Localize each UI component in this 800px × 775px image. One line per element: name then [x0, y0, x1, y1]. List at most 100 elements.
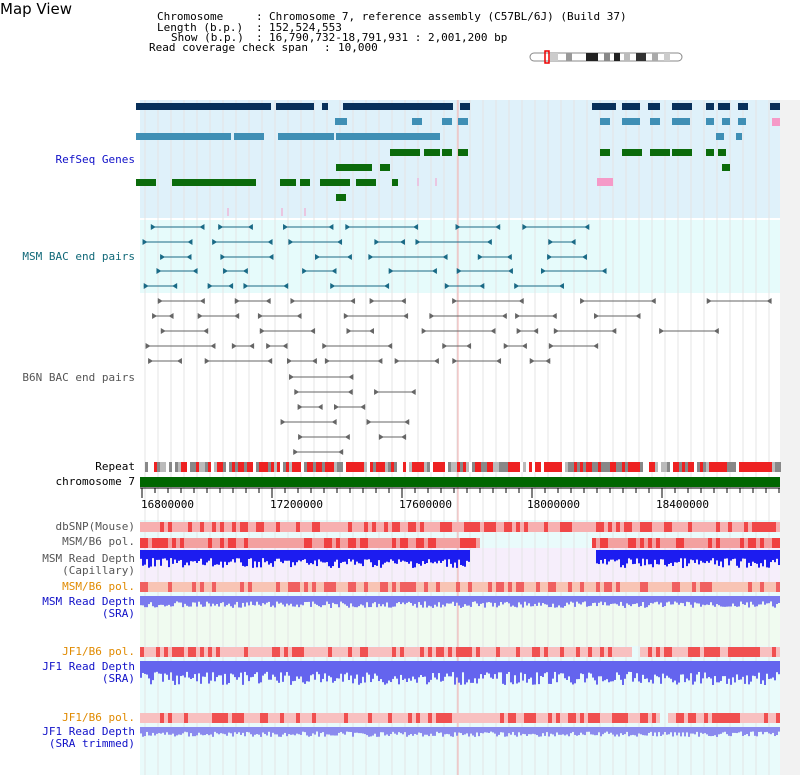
snp-cell: [336, 522, 340, 532]
snp-cell: [644, 582, 648, 592]
depth-bar: [540, 596, 542, 606]
depth-bar: [650, 727, 652, 732]
depth-bar: [686, 727, 688, 733]
snp-cell: [536, 647, 540, 657]
snp-cell: [300, 522, 304, 532]
depth-bar: [634, 596, 636, 604]
bac-end-marker: [431, 268, 437, 274]
snp-cell: [748, 713, 752, 723]
repeat-block: [478, 462, 481, 472]
snp-cell: [232, 522, 236, 532]
snp-cell: [536, 582, 540, 592]
snp-cell: [728, 713, 732, 723]
snp-cell: [248, 538, 252, 548]
track-label-jf1-depth-sra-sub: (SRA): [101, 672, 135, 685]
gene-block: [278, 133, 334, 140]
repeat-block: [706, 462, 709, 472]
snp-cell: [704, 538, 708, 548]
depth-bar: [642, 596, 644, 603]
repeat-block: [358, 462, 361, 472]
repeat-block: [184, 462, 187, 472]
snp-cell: [316, 538, 320, 548]
depth-bar: [716, 596, 718, 605]
snp-cell: [204, 647, 208, 657]
bac-end-marker: [401, 434, 407, 440]
depth-bar: [204, 596, 206, 607]
depth-bar: [480, 596, 482, 604]
depth-bar: [748, 596, 750, 608]
depth-bar: [294, 550, 296, 566]
snp-cell: [472, 713, 476, 723]
depth-bar: [472, 596, 474, 602]
depth-bar: [144, 661, 146, 674]
snp-cell: [528, 713, 532, 723]
depth-bar: [538, 596, 540, 603]
snp-cell: [768, 647, 772, 657]
depth-bar: [430, 596, 432, 607]
snp-cell: [708, 522, 712, 532]
depth-bar: [758, 596, 760, 605]
depth-bar: [776, 727, 778, 736]
repeat-block: [349, 462, 352, 472]
depth-bar: [230, 727, 232, 734]
snp-cell: [776, 522, 780, 532]
depth-bar: [292, 596, 294, 607]
snp-cell: [196, 713, 200, 723]
snp-cell: [404, 538, 408, 548]
depth-bar: [394, 727, 396, 734]
depth-bar: [384, 661, 386, 685]
depth-bar: [662, 596, 664, 608]
depth-bar: [672, 661, 674, 683]
depth-bar: [370, 596, 372, 608]
depth-bar: [326, 727, 328, 735]
repeat-block: [697, 462, 700, 472]
bac-end-marker: [157, 298, 163, 304]
repeat-block: [181, 462, 184, 472]
gene-block: [390, 149, 420, 156]
depth-bar: [566, 596, 568, 603]
gene-block: [718, 149, 726, 156]
depth-bar: [714, 550, 716, 565]
depth-bar: [778, 550, 780, 566]
chromosome-ideogram[interactable]: [529, 50, 683, 64]
depth-bar: [342, 661, 344, 682]
repeat-block: [451, 462, 454, 472]
depth-bar: [374, 661, 376, 674]
depth-bar: [224, 550, 226, 562]
depth-bar: [600, 596, 602, 602]
depth-bar: [316, 596, 318, 605]
snp-cell: [388, 647, 392, 657]
depth-bar: [470, 727, 472, 734]
depth-bar: [360, 661, 362, 684]
depth-bar: [442, 596, 444, 605]
snp-cell: [772, 522, 776, 532]
depth-bar: [156, 727, 158, 734]
depth-bar: [194, 661, 196, 675]
snp-cell: [652, 713, 656, 723]
snp-cell: [260, 538, 264, 548]
repeat-block: [712, 462, 715, 472]
repeat-block: [424, 462, 427, 472]
snp-cell: [212, 582, 216, 592]
depth-bar: [366, 550, 368, 560]
depth-bar: [588, 727, 590, 732]
depth-bar: [140, 550, 142, 559]
snp-cell: [216, 713, 220, 723]
snp-cell: [180, 538, 184, 548]
snp-cell: [400, 647, 404, 657]
snp-cell: [308, 538, 312, 548]
depth-bar: [316, 661, 318, 672]
depth-bar: [388, 550, 390, 563]
depth-bar: [610, 596, 612, 604]
bac-end-marker: [212, 239, 218, 245]
repeat-block: [694, 462, 697, 472]
repeat-block: [220, 462, 223, 472]
depth-bar: [192, 550, 194, 562]
depth-bar: [676, 661, 678, 685]
repeat-block: [388, 462, 391, 472]
bac-end-marker: [268, 254, 274, 260]
repeat-block: [301, 462, 304, 472]
snp-cell: [776, 582, 780, 592]
snp-cell: [160, 522, 164, 532]
depth-bar: [432, 661, 434, 674]
